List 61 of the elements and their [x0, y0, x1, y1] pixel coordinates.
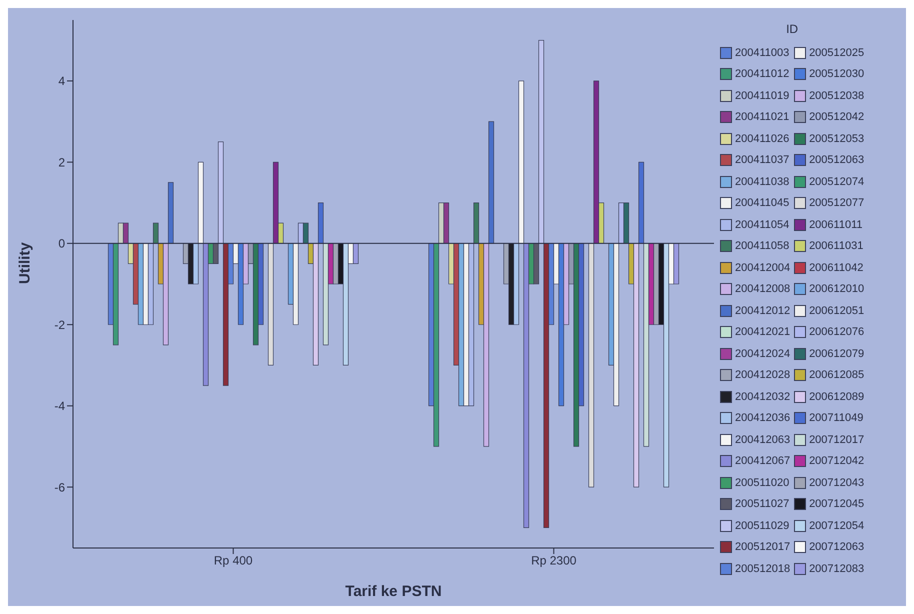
- legend-label: 200411058: [735, 240, 790, 252]
- legend-label: 200512074: [809, 176, 864, 188]
- legend-label: 200512017: [735, 541, 790, 554]
- legend-label: 200612089: [809, 390, 864, 403]
- legend-label: 200612051: [809, 304, 864, 317]
- y-axis-title: Utility: [16, 242, 34, 284]
- legend-label: 200411037: [735, 154, 790, 166]
- legend-label: 200411021: [735, 111, 790, 124]
- legend-label: 200512077: [809, 197, 864, 210]
- legend-label: 200712017: [809, 434, 864, 446]
- x-tick-label: Rp 2300: [531, 554, 577, 568]
- legend-label: 200712042: [809, 455, 864, 468]
- legend-label: 200412012: [735, 304, 790, 317]
- legend-label: 200412004: [735, 262, 790, 274]
- legend-label: 200512042: [809, 111, 864, 124]
- legend-label: 200412024: [735, 348, 790, 360]
- legend-label: 200612010: [809, 283, 864, 296]
- legend-label: 200411054: [735, 218, 790, 231]
- legend-label: 200412036: [735, 412, 790, 424]
- legend-label: 200512038: [809, 90, 864, 102]
- legend-label: 200412032: [735, 390, 790, 403]
- x-tick-label: Rp 400: [214, 554, 253, 568]
- legend-label: 200412021: [735, 326, 790, 338]
- legend-title: ID: [785, 22, 800, 36]
- y-tick-label: -2: [54, 318, 66, 332]
- legend-label: 200511020: [735, 476, 790, 489]
- legend-label: 200412067: [735, 455, 790, 468]
- x-axis-title: Tarif ke PSTN: [345, 583, 442, 600]
- legend-label: 200712063: [809, 541, 864, 554]
- legend-label: 200411012: [735, 68, 790, 80]
- legend-label: 200712054: [809, 520, 864, 532]
- legend-label: 200412063: [735, 434, 790, 446]
- legend-label: 200411038: [735, 176, 790, 188]
- y-tick-label: -4: [54, 399, 66, 414]
- legend-label: 200712045: [809, 498, 864, 510]
- legend-label: 200512018: [735, 562, 790, 575]
- legend-label: 200411045: [735, 197, 790, 210]
- legend-label: 200412028: [735, 369, 790, 382]
- legend-label: 200512063: [809, 154, 864, 166]
- legend-label: 200612079: [809, 348, 864, 360]
- legend-label: 200611031: [809, 240, 864, 252]
- legend-label: 200512030: [809, 68, 864, 80]
- y-tick-label: 0: [58, 236, 66, 251]
- legend-label: 200712083: [809, 562, 864, 575]
- legend-label: 200611042: [809, 262, 864, 274]
- legend-label: 200411003: [735, 46, 790, 59]
- legend-label: 200511029: [735, 520, 790, 532]
- legend-label: 200511027: [735, 498, 790, 510]
- legend-label: 200612076: [809, 326, 864, 338]
- legend-label: 200411019: [735, 90, 790, 102]
- legend-label: 200611011: [809, 218, 862, 231]
- legend-label: 200411026: [735, 132, 790, 145]
- legend-label: 200512053: [809, 132, 864, 145]
- legend-label: 200512025: [809, 46, 864, 59]
- y-tick-label: -6: [54, 480, 66, 494]
- legend-label: 200412008: [735, 283, 790, 296]
- legend-label: 200712043: [809, 476, 864, 489]
- legend-label: 200711049: [809, 412, 864, 424]
- y-tick-label: 4: [58, 74, 66, 88]
- legend-label: 200612085: [809, 369, 864, 382]
- y-tick-label: 2: [58, 155, 66, 170]
